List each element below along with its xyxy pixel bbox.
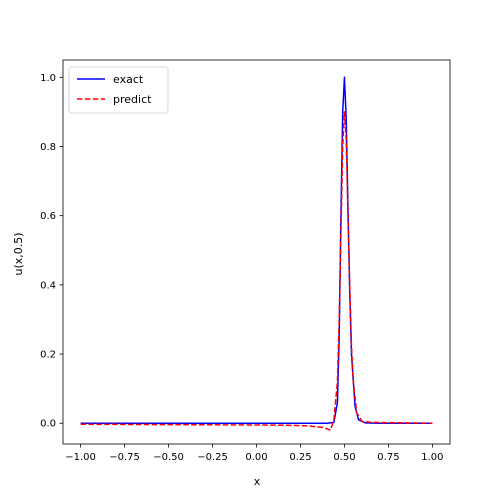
series-group (80, 76, 433, 431)
legend-label-exact: exact (113, 73, 144, 86)
y-tick-label: 0.2 (40, 350, 56, 361)
x-tick-label: −0.25 (197, 452, 228, 463)
y-tick-label: 1.0 (40, 73, 56, 84)
series-line-exact (80, 76, 433, 424)
x-tick-label: 1.00 (421, 452, 443, 463)
x-tick-label: 0.50 (333, 452, 355, 463)
x-tick-label: 0.25 (289, 452, 311, 463)
x-tick-label: 0.00 (245, 452, 267, 463)
x-tick-label: −0.50 (153, 452, 184, 463)
legend-label-predict: predict (113, 93, 152, 106)
series-line-predict (80, 111, 433, 431)
x-tick-label: 0.75 (377, 452, 399, 463)
axes-layer: −1.00 −0.75 −0.50 −0.25 0.00 0.25 0.50 0.75 1.00… (40, 59, 451, 463)
plot-layer (80, 76, 433, 431)
y-tick-label: 0.4 (40, 280, 56, 291)
x-tick-label: −1.00 (65, 452, 96, 463)
x-tick-label: −0.75 (109, 452, 140, 463)
y-tick-label: 0.0 (40, 419, 56, 430)
x-axis-label: x (254, 475, 261, 488)
y-tick-label: 0.6 (40, 211, 56, 222)
y-tick-label: 0.8 (40, 142, 56, 153)
y-axis-label: u(x,0.5) (12, 232, 25, 275)
legend: exact predict (68, 66, 169, 114)
